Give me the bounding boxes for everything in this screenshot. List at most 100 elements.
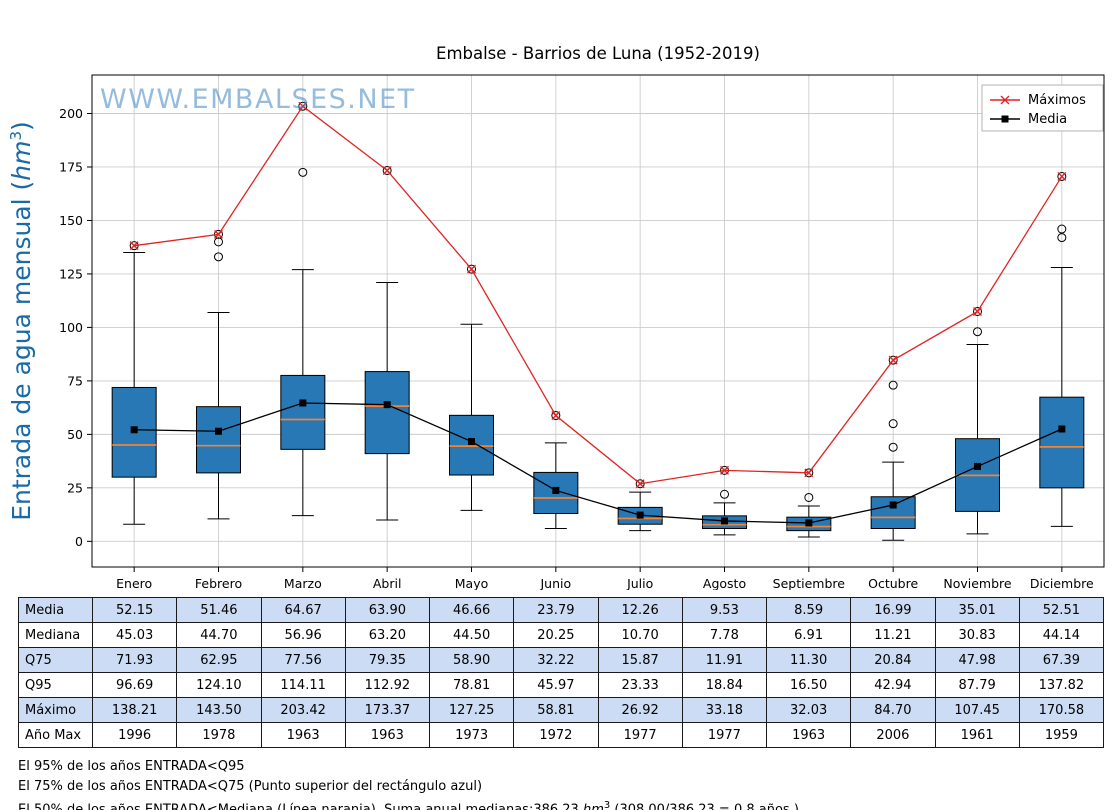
x-tick-label-month: Julio — [626, 576, 653, 590]
legend-maximos-x-icon — [1000, 95, 1010, 105]
media-square-marker — [468, 438, 475, 446]
table-cell: 112.92 — [344, 672, 431, 698]
maximos-x-marker — [1057, 171, 1067, 181]
outlier-point — [720, 489, 729, 499]
media-square-marker — [383, 401, 391, 409]
table-cell: 30.83 — [934, 622, 1020, 648]
maximos-x-marker — [467, 264, 476, 274]
y-tick-label: 175 — [59, 159, 83, 174]
maximos-x-marker — [804, 468, 814, 478]
table-cell: 58.81 — [513, 697, 599, 723]
table-cell: 96.69 — [91, 672, 178, 698]
legend-media-label: Media — [1028, 112, 1067, 127]
media-square-marker — [974, 462, 981, 470]
table-cell: 84.70 — [850, 697, 936, 723]
table-cell: 78.81 — [428, 672, 515, 698]
table-cell: 44.70 — [176, 622, 262, 648]
row-header: Máximo — [18, 697, 93, 723]
table-row: Q75 71.93 62.95 77.56 79.35 58.90 32.22 15.87 11… — [18, 647, 1105, 673]
maximos-x-marker — [551, 411, 561, 421]
table-cell: 127.25 — [428, 697, 515, 723]
legend-media-square-icon — [1001, 115, 1009, 123]
table-cell: 46.66 — [428, 597, 515, 623]
x-tick-label-month: Diciembre — [1030, 576, 1094, 590]
media-square-marker — [1058, 425, 1066, 433]
media-square-marker — [552, 486, 560, 494]
x-tick-label-month: Febrero — [195, 576, 242, 590]
table-cell: 64.67 — [260, 597, 346, 623]
watermark: WWW.EMBALSES.NET — [100, 84, 416, 115]
plot-area: 0 25 50 75 100 125 150 175 200 Enero Febrero Marzo A… — [59, 74, 1105, 591]
outlier-point — [888, 355, 898, 365]
footnote-mediana: El 50% de los años ENTRADA<Mediana (Líne… — [18, 796, 1120, 810]
media-square-marker — [636, 511, 644, 519]
x-tick-label-month: Marzo — [284, 576, 322, 590]
media-square-marker — [215, 427, 222, 435]
table-cell: 2006 — [850, 722, 936, 748]
maximos-x-marker — [720, 465, 729, 475]
table-cell: 124.10 — [176, 672, 262, 698]
footnote-mediana-unit: hm — [582, 802, 604, 810]
y-axis-label-text: Entrada de agua mensual ( — [7, 181, 36, 521]
table-cell: 33.18 — [681, 697, 768, 723]
y-axis-label-sup: 3 — [7, 131, 25, 141]
row-header: Q95 — [18, 672, 93, 698]
maximos-x-marker — [635, 479, 645, 489]
x-tick-label-month: Noviembre — [943, 576, 1012, 590]
boxplot-chart: 0 25 50 75 100 125 150 175 200 Enero Febrero Marzo A… — [7, 44, 1105, 591]
table-cell: 1972 — [513, 722, 599, 748]
outlier-point — [382, 165, 392, 175]
table-row: Media 52.15 51.46 64.67 63.90 46.66 23.79 12.26… — [18, 597, 1105, 623]
table-cell: 87.79 — [934, 672, 1020, 698]
table-cell: 1978 — [176, 722, 262, 748]
table-cell: 63.20 — [344, 622, 431, 648]
plot-frame — [91, 74, 1105, 568]
maximos-x-marker — [382, 165, 392, 175]
y-axis-label-close: ) — [7, 121, 36, 131]
table-cell: 47.98 — [934, 647, 1020, 673]
outlier-point — [973, 306, 982, 316]
table-cell: 8.59 — [765, 597, 852, 623]
table-cell: 11.21 — [850, 622, 936, 648]
table-cell: 56.96 — [260, 622, 346, 648]
table-cell: 107.45 — [934, 697, 1020, 723]
table-cell: 137.82 — [1018, 672, 1105, 698]
outlier-point — [888, 442, 898, 452]
y-tick-label: 100 — [59, 320, 83, 335]
table-cell: 1996 — [91, 722, 178, 748]
iqr-box — [1039, 396, 1085, 489]
y-tick-label: 0 — [75, 534, 83, 549]
table-cell: 58.90 — [428, 647, 515, 673]
y-tick-label: 125 — [59, 266, 83, 281]
footnote-mediana-close: (308.00/386.23 = 0.8 años.) — [610, 802, 799, 810]
outlier-point — [1057, 233, 1067, 243]
y-axis-label-unit: hm — [7, 141, 36, 181]
table-cell: 23.33 — [597, 672, 683, 698]
y-tick-label: 25 — [67, 480, 83, 495]
table-cell: 62.95 — [176, 647, 262, 673]
table-cell: 7.78 — [681, 622, 768, 648]
table-cell: 45.97 — [513, 672, 599, 698]
footnote-q75: El 75% de los años ENTRADA<Q75 (Punto su… — [18, 778, 483, 794]
table-cell: 143.50 — [176, 697, 262, 723]
row-header: Año Max — [18, 722, 93, 748]
x-tick-label-month: Agosto — [703, 576, 746, 590]
table-cell: 63.90 — [344, 597, 431, 623]
outlier-point — [888, 380, 898, 390]
table-cell: 32.03 — [765, 697, 852, 723]
table-cell: 173.37 — [344, 697, 431, 723]
media-square-marker — [805, 519, 813, 527]
table-cell: 35.01 — [934, 597, 1020, 623]
table-cell: 67.39 — [1018, 647, 1105, 673]
maximos-x-marker — [888, 355, 898, 365]
outlier-point — [1057, 224, 1067, 234]
table-cell: 6.91 — [765, 622, 852, 648]
x-tick-label-month: Junio — [540, 576, 572, 590]
table-cell: 42.94 — [850, 672, 936, 698]
table-cell: 1977 — [681, 722, 768, 748]
media-square-marker — [299, 399, 307, 407]
x-tick-label-month: Septiembre — [773, 576, 846, 590]
table-cell: 114.11 — [260, 672, 346, 698]
maximos-line — [134, 105, 1063, 485]
